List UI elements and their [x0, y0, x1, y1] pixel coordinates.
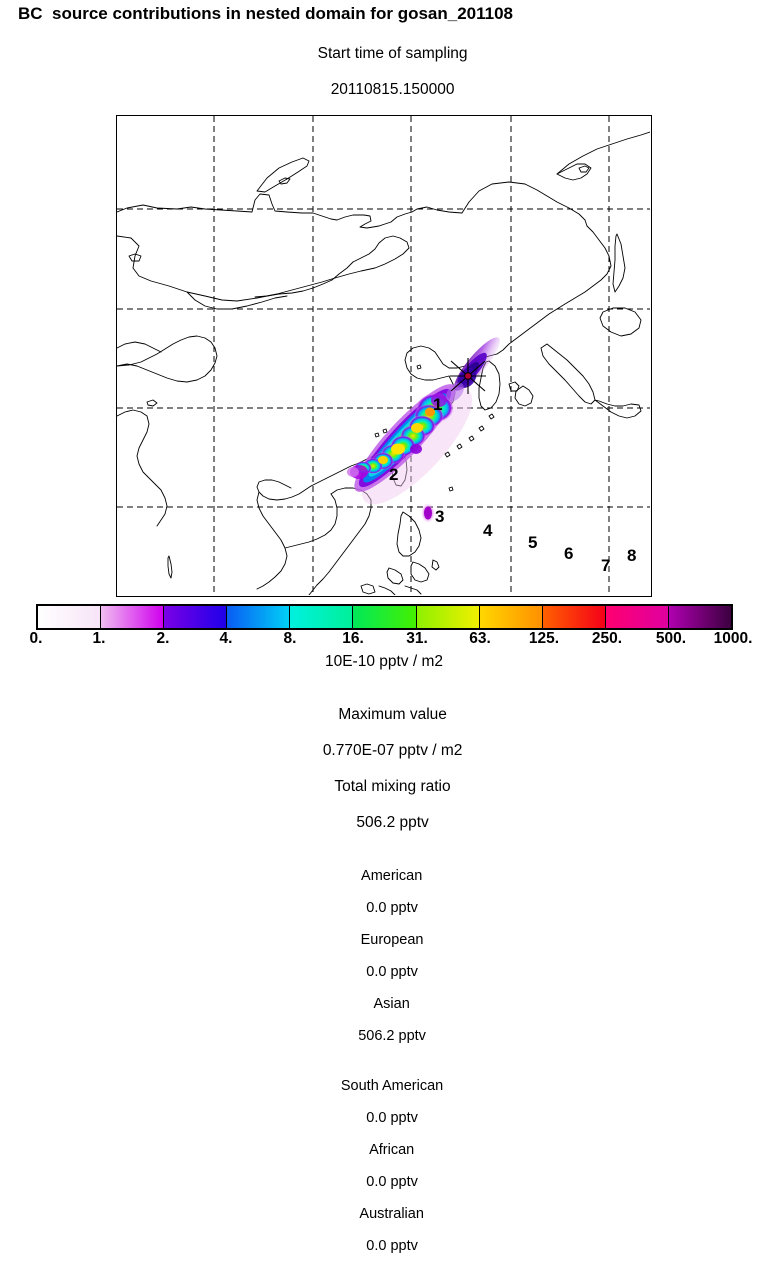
maximum-value-label: Maximum value — [338, 706, 447, 723]
map-gridlines — [117, 116, 650, 595]
colorbar-segment-3 — [227, 606, 291, 628]
plume-concentration-field — [347, 337, 500, 523]
colorbar-segment-9 — [605, 606, 669, 628]
plume-label-1: 1 — [433, 395, 443, 414]
region-row-2: South American 0.0 pptv African 0.0 pptv… — [0, 1062, 768, 1270]
colorbar-tick-10: 500. — [655, 630, 687, 647]
colorbar-tick-7: 63. — [469, 630, 491, 647]
plume-label-8: 8 — [627, 546, 637, 565]
release-point-dot — [464, 372, 472, 380]
region-african-label: African — [369, 1142, 415, 1158]
region-south-american-label: South American — [340, 1078, 444, 1094]
region-european-label: European — [360, 932, 424, 948]
start-time-label: Start time of sampling — [317, 45, 468, 62]
colorbar-segment-2 — [164, 606, 228, 628]
colorbar-segment-10 — [668, 606, 732, 628]
plume-label-3: 3 — [435, 507, 445, 526]
colorbar-segment-6 — [416, 606, 480, 628]
colorbar-tick-9: 250. — [591, 630, 623, 647]
region-australian-label: Australian — [359, 1206, 424, 1222]
colorbar-segment-8 — [542, 606, 606, 628]
plume-label-5: 5 — [528, 533, 538, 552]
region-south-american-value: 0.0 pptv — [366, 1110, 418, 1126]
colorbar-segment-0 — [38, 606, 102, 628]
max-and-total-line: Maximum value 0.770E-07 pptv / m2 Total … — [0, 688, 768, 850]
colorbar-tick-4: 8. — [283, 630, 297, 647]
colorbar-tick-3: 4. — [219, 630, 233, 647]
colorbar-segment-7 — [479, 606, 543, 628]
start-time-value: 20110815.150000 — [330, 81, 455, 98]
colorbar-tick-11: 1000. — [713, 630, 753, 647]
map-canvas — [117, 116, 650, 595]
page-title: BC source contributions in nested domain… — [18, 4, 514, 23]
statistics-block: Maximum value 0.770E-07 pptv / m2 Total … — [0, 686, 768, 1270]
colorbar-tick-0: 0. — [29, 630, 43, 647]
colorbar-segment-5 — [353, 606, 417, 628]
total-mixing-ratio-value: 506.2 pptv — [356, 814, 429, 831]
colorbar-segment-4 — [290, 606, 354, 628]
colorbar-tick-5: 16. — [342, 630, 364, 647]
region-australian-value: 0.0 pptv — [366, 1238, 418, 1254]
region-african-value: 0.0 pptv — [366, 1174, 418, 1190]
plume-label-6: 6 — [564, 544, 574, 563]
coastline-paths — [117, 131, 650, 595]
region-asian-label: Asian — [373, 996, 410, 1012]
plume-label-4: 4 — [483, 521, 493, 540]
region-american-value: 0.0 pptv — [366, 900, 418, 916]
region-american-label: American — [361, 868, 423, 884]
colorbar-tick-1: 1. — [92, 630, 106, 647]
region-row-1: American 0.0 pptv European 0.0 pptv Asia… — [0, 852, 768, 1060]
colorbar-tick-2: 2. — [156, 630, 170, 647]
colorbar-segment-1 — [101, 606, 165, 628]
region-asian-value: 506.2 pptv — [358, 1028, 426, 1044]
map-plot-area[interactable]: 1 2 3 4 5 6 7 8 — [116, 115, 652, 597]
colorbar-unit-label: 10E-10 pptv / m2 — [324, 653, 444, 670]
plume-label-7: 7 — [601, 556, 611, 575]
colorbar[interactable] — [36, 604, 733, 630]
total-mixing-ratio-label: Total mixing ratio — [334, 778, 451, 795]
region-european-value: 0.0 pptv — [366, 964, 418, 980]
colorbar-tick-labels: 0. 1. 2. 4. 8. 16. 31. 63. 125. 250. 500… — [0, 630, 768, 650]
plume-label-2: 2 — [389, 465, 399, 484]
colorbar-tick-6: 31. — [406, 630, 428, 647]
colorbar-tick-8: 125. — [528, 630, 560, 647]
maximum-value: 0.770E-07 pptv / m2 — [322, 742, 463, 759]
